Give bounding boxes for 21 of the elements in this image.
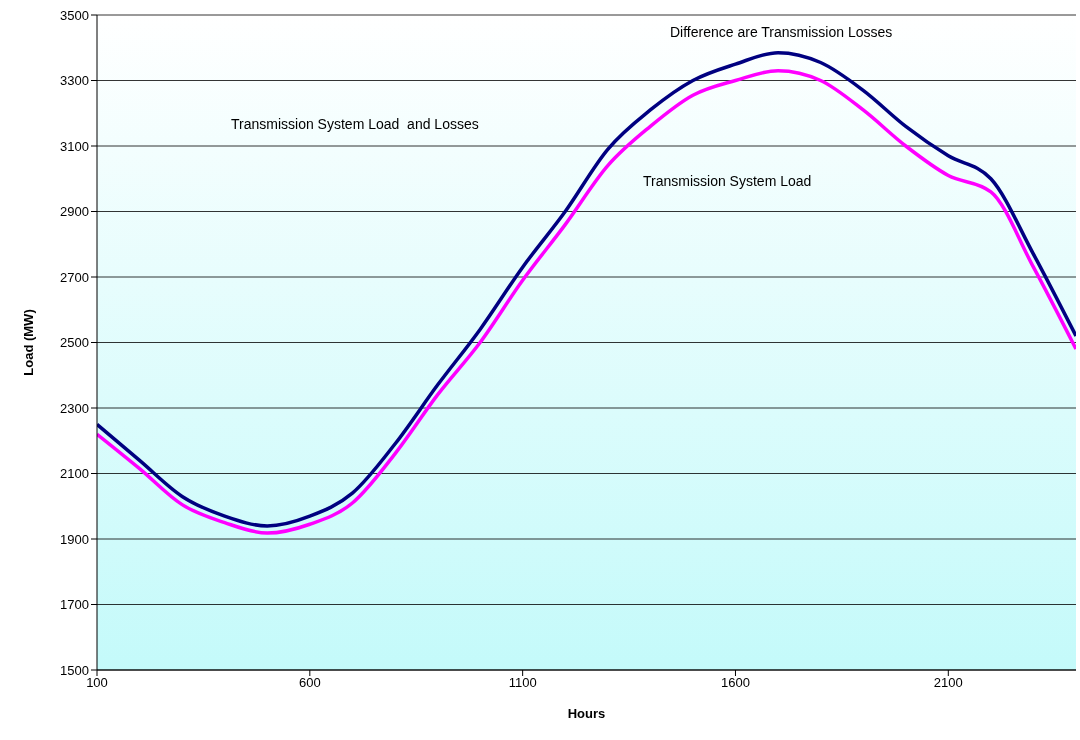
x-axis-title: Hours bbox=[567, 706, 606, 721]
y-axis-title: Load (MW) bbox=[20, 309, 36, 376]
x-tick-label: 600 bbox=[298, 675, 321, 691]
y-tick-label: 3300 bbox=[60, 73, 89, 89]
x-tick-label: 1600 bbox=[721, 675, 750, 691]
annotation: Transmission System Load bbox=[643, 173, 812, 189]
x-tick-label: 100 bbox=[86, 675, 108, 691]
y-tick-label: 3100 bbox=[60, 138, 89, 154]
y-tick-label: 2100 bbox=[60, 466, 89, 482]
annotation: Transmission System Load and Losses bbox=[231, 116, 479, 132]
y-tick-label: 1900 bbox=[60, 531, 89, 547]
x-tick-label: 2100 bbox=[933, 675, 963, 691]
y-tick-label: 1500 bbox=[60, 662, 89, 678]
y-tick-label: 3500 bbox=[60, 7, 89, 23]
y-tick-label: 2700 bbox=[60, 269, 89, 285]
y-tick-label: 2900 bbox=[60, 204, 89, 220]
annotation: Difference are Transmission Losses bbox=[670, 24, 893, 40]
y-tick-label: 2300 bbox=[60, 400, 89, 416]
x-tick-label: 1100 bbox=[508, 675, 537, 691]
y-tick-label: 1700 bbox=[60, 597, 89, 613]
y-tick-label: 2500 bbox=[60, 335, 89, 351]
